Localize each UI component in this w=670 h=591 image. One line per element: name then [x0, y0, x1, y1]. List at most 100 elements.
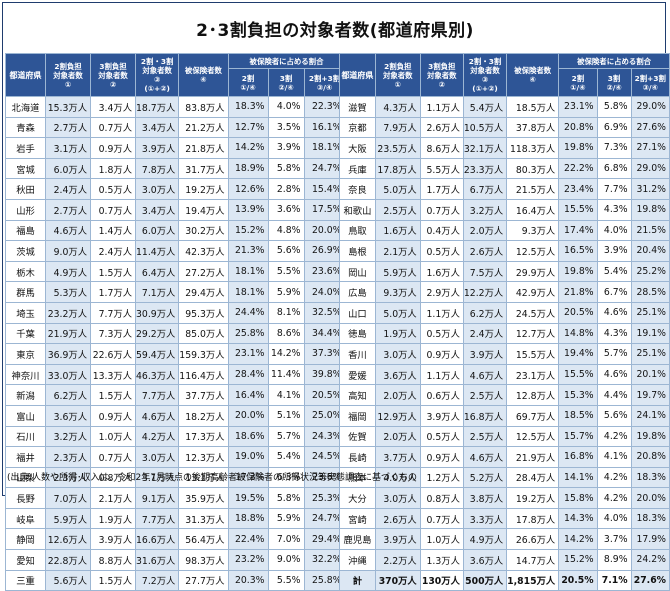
value-cell: 23.1万人 [506, 363, 560, 386]
value-cell: 2.9万人 [419, 281, 464, 303]
header-col1: 2割負担 対象者数 ① [45, 53, 91, 97]
value-cell: 11.4% [267, 363, 305, 386]
value-cell: 19.2万人 [178, 178, 229, 200]
value-cell: 12.3万人 [178, 446, 229, 468]
prefecture-cell: 富山 [5, 404, 46, 427]
value-cell: 17.8万人 [506, 507, 560, 530]
value-cell: 15.3% [558, 384, 598, 406]
value-cell: 4.3% [596, 198, 632, 221]
table-row: 岐阜 5.9万人 1.9万人 7.7万人 31.3万人 18.8% 5.9% 24.7% [5, 507, 346, 530]
header-ratio-group: 被保険者に占める割合 [227, 53, 346, 69]
value-cell: 23.5万人 [374, 137, 421, 159]
prefecture-cell: 茨城 [5, 240, 46, 262]
table-row: 青森 2.7万人 0.7万人 3.4万人 21.2万人 12.7% 3.5% 16.1% [5, 116, 346, 139]
table-row: 徳島 1.9万人 0.5万人 2.4万人 12.7万人 14.8% 4.3% 19.1% [339, 322, 670, 345]
header-ratio3: 2割+3割 ③/④ [303, 68, 346, 97]
prefecture-cell: 熊本 [339, 466, 376, 489]
value-cell: 5.8% [596, 96, 632, 118]
value-cell: 15.3万人 [45, 96, 91, 118]
value-cell: 6.4万人 [134, 260, 180, 283]
value-cell: 0.7万人 [90, 198, 136, 221]
table-row: 石川 3.2万人 1.0万人 4.2万人 17.3万人 18.6% 5.7% 24.3% [5, 425, 346, 448]
value-cell: 2.6万人 [374, 507, 421, 530]
value-cell: 3.9% [267, 137, 305, 159]
value-cell: 5.5万人 [419, 157, 464, 180]
value-cell: 9.3万人 [506, 219, 560, 242]
table-row: 福井 2.3万人 0.7万人 3.0万人 12.3万人 19.0% 5.4% 24.5% [5, 446, 346, 468]
value-cell: 6.7万人 [462, 178, 508, 200]
value-cell: 1.7万人 [419, 178, 464, 200]
value-cell: 69.7万人 [506, 404, 560, 427]
value-cell: 3.9% [596, 240, 632, 262]
value-cell: 15.5万人 [506, 343, 560, 365]
value-cell: 0.7万人 [419, 198, 464, 221]
value-cell: 5.8% [267, 487, 305, 509]
value-cell: 33.0万人 [45, 363, 91, 386]
value-cell: 4.0% [267, 96, 305, 118]
value-cell: 18.3% [630, 507, 670, 530]
value-cell: 18.5万人 [506, 96, 560, 118]
value-cell: 3.1万人 [45, 137, 91, 159]
prefecture-cell: 群馬 [5, 281, 46, 303]
value-cell: 19.2万人 [506, 487, 560, 509]
prefecture-cell: 愛媛 [339, 363, 376, 386]
value-cell: 7.0万人 [45, 487, 91, 509]
value-cell: 6.0万人 [134, 219, 180, 242]
value-cell: 4.3% [596, 322, 632, 345]
value-cell: 3.9万人 [134, 137, 180, 159]
header-col3: 2割・3割 対象者数 ③ (①+②) [462, 53, 508, 97]
table-row: 埼玉 23.2万人 7.7万人 30.9万人 95.3万人 24.4% 8.1% 32.5% [5, 301, 346, 324]
value-cell: 0.6万人 [419, 384, 464, 406]
value-cell: 5.4% [596, 260, 632, 283]
header-ratio3: 2割+3割 ③/④ [630, 68, 670, 97]
prefecture-cell: 沖縄 [339, 549, 376, 571]
value-cell: 3.9万人 [90, 528, 136, 551]
prefecture-cell: 岡山 [339, 260, 376, 283]
table-row: 東京 36.9万人 22.6万人 59.4万人 159.3万人 23.1% 14.2% 37.… [5, 343, 346, 365]
value-cell: 12.9万人 [374, 404, 421, 427]
table-row: 長崎 3.7万人 0.9万人 4.6万人 21.9万人 16.8% 4.1% 20.8% [339, 446, 670, 468]
value-cell: 5.7% [267, 425, 305, 448]
total-value: 370万人 [374, 569, 421, 591]
table-row: 岩手 3.1万人 0.9万人 3.9万人 21.8万人 14.2% 3.9% 18.1% [5, 137, 346, 159]
prefecture-cell: 山形 [5, 198, 46, 221]
header-col2: 3割負担 対象者数 ② [90, 53, 136, 97]
value-cell: 19.1% [630, 322, 670, 345]
value-cell: 21.8万人 [178, 137, 229, 159]
prefecture-cell: 神奈川 [5, 363, 46, 386]
prefecture-cell: 山梨 [5, 466, 46, 489]
header-col1: 2割負担 対象者数 ① [374, 53, 421, 97]
value-cell: 4.1% [596, 446, 632, 468]
value-cell: 0.9万人 [90, 404, 136, 427]
value-cell: 118.3万人 [506, 137, 560, 159]
value-cell: 26.6万人 [506, 528, 560, 551]
value-cell: 25.8% [227, 322, 269, 345]
value-cell: 29.4万人 [178, 281, 229, 303]
prefecture-cell: 岩手 [5, 137, 46, 159]
value-cell: 7.3万人 [90, 322, 136, 345]
value-cell: 22.2% [558, 157, 598, 180]
value-cell: 6.2万人 [45, 384, 91, 406]
table-row: 宮城 6.0万人 1.8万人 7.8万人 31.7万人 18.9% 5.8% 24.7% [5, 157, 346, 180]
prefecture-cell: 大阪 [339, 137, 376, 159]
value-cell: 5.7% [596, 343, 632, 365]
table-row: 香川 3.0万人 0.9万人 3.9万人 15.5万人 19.4% 5.7% 25.1% [339, 343, 670, 365]
value-cell: 17.8万人 [374, 157, 421, 180]
value-cell: 9.1万人 [134, 487, 180, 509]
table-row: 大分 3.0万人 0.8万人 3.8万人 19.2万人 15.8% 4.2% 20.0% [339, 487, 670, 509]
value-cell: 4.2% [596, 425, 632, 448]
value-cell: 9.0万人 [45, 240, 91, 262]
value-cell: 3.9万人 [419, 404, 464, 427]
table-row: 高知 2.0万人 0.6万人 2.5万人 12.8万人 15.3% 4.4% 19.7% [339, 384, 670, 406]
value-cell: 18.9% [227, 157, 269, 180]
prefecture-table-left: 都道府県 2割負担 対象者数 ① 3割負担 対象者数 ② 2割・3割 対象者数 ③ (①+②)… [5, 53, 346, 591]
value-cell: 1.3万人 [419, 549, 464, 571]
header-col4: 被保険者数 ④ [178, 53, 229, 97]
table-row: 北海道 15.3万人 3.4万人 18.7万人 83.8万人 18.3% 4.0% 22.3% [5, 96, 346, 118]
value-cell: 15.8% [558, 487, 598, 509]
value-cell: 17.3万人 [178, 425, 229, 448]
value-cell: 159.3万人 [178, 343, 229, 365]
prefecture-cell: 島根 [339, 240, 376, 262]
value-cell: 32.1万人 [462, 137, 508, 159]
value-cell: 2.1万人 [374, 240, 421, 262]
